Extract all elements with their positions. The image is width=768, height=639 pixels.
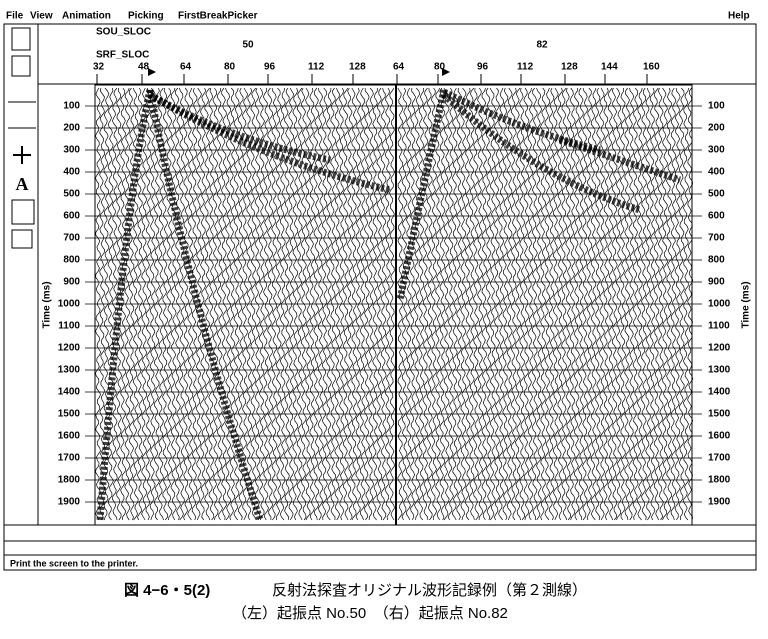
- receiver-label: 96: [477, 62, 489, 73]
- seismic-event: [146, 89, 264, 522]
- receiver-label: 32: [93, 62, 105, 73]
- tool-button[interactable]: [11, 55, 31, 77]
- source-value: 82: [536, 40, 548, 51]
- receiver-label: 128: [561, 62, 578, 73]
- receiver-label: 128: [349, 62, 366, 73]
- time-tick-label: 1800: [58, 475, 81, 486]
- receiver-label: 160: [643, 62, 660, 73]
- source-marker: [442, 68, 450, 76]
- axis-label: Time (ms): [42, 281, 53, 328]
- receiver-label: 64: [180, 62, 192, 73]
- source-value: 50: [242, 40, 254, 51]
- toolbar: A: [8, 27, 36, 249]
- receiver-label: 80: [224, 62, 236, 73]
- receiver-key: SRF_SLOC: [96, 50, 149, 61]
- window-frame: [3, 23, 757, 571]
- time-tick-label: 1100: [708, 321, 730, 332]
- time-tick-label: 1300: [708, 365, 731, 376]
- time-tick-label: 300: [708, 145, 725, 156]
- time-tick-label: 800: [708, 255, 725, 266]
- time-tick-label: 1200: [58, 343, 81, 354]
- time-tick-label: 900: [63, 277, 80, 288]
- receiver-label: 112: [517, 62, 534, 73]
- time-tick-label: 1700: [708, 453, 731, 464]
- time-tick-label: 700: [63, 233, 80, 244]
- time-tick-label: 1400: [58, 387, 81, 398]
- status-text: Print the screen to the printer.: [10, 558, 138, 568]
- time-tick-label: 900: [708, 277, 725, 288]
- time-tick-label: 100: [708, 101, 725, 112]
- menu-bar: File View Animation Picking FirstBreakPicker: [6, 11, 258, 22]
- time-tick-label: 1600: [58, 431, 81, 442]
- time-tick-label: 1600: [708, 431, 731, 442]
- caption-title: 反射法探査オリジナル波形記録例（第２測線）: [272, 581, 587, 599]
- time-tick-label: 700: [708, 233, 725, 244]
- tool-button[interactable]: [11, 27, 31, 51]
- receiver-label: 112: [308, 62, 325, 73]
- seismic-event: [558, 136, 682, 184]
- time-tick-label: 400: [63, 167, 80, 178]
- receiver-label: 96: [264, 62, 276, 73]
- time-tick-label: 1000: [58, 299, 81, 310]
- receiver-label: 80: [434, 62, 446, 73]
- time-tick-label: 400: [708, 167, 725, 178]
- receiver-label: 144: [601, 62, 618, 73]
- time-tick-label: 200: [63, 123, 80, 134]
- time-tick-label: 1000: [708, 299, 731, 310]
- menu-item[interactable]: View: [30, 11, 53, 22]
- time-tick-label: 500: [708, 189, 725, 200]
- time-tick-label: 1900: [58, 497, 81, 508]
- time-tick-label: 1900: [708, 497, 731, 508]
- receiver-label: 48: [138, 62, 150, 73]
- axis-label: Time (ms): [741, 281, 752, 328]
- menu-help[interactable]: Help: [728, 11, 750, 22]
- time-tick-label: 600: [708, 211, 725, 222]
- derivative-tool[interactable]: [11, 199, 35, 225]
- menu-item[interactable]: File: [6, 11, 24, 22]
- window-tool[interactable]: [11, 229, 33, 249]
- time-tick-label: 800: [63, 255, 80, 266]
- menu-item[interactable]: Animation: [62, 11, 111, 22]
- receiver-label: 64: [393, 62, 405, 73]
- time-tick-label: 1400: [708, 387, 731, 398]
- time-tick-label: 500: [63, 189, 80, 200]
- seismic-event: [441, 92, 642, 214]
- time-tick-label: 200: [708, 123, 725, 134]
- time-tick-label: 1700: [58, 453, 81, 464]
- source-marker: [148, 68, 156, 76]
- text-tool[interactable]: A: [16, 174, 29, 194]
- time-tick-label: 100: [63, 101, 80, 112]
- seismic-event: [148, 91, 391, 194]
- time-tick-label: 1800: [708, 475, 731, 486]
- time-tick-label: 1500: [708, 409, 731, 420]
- source-key: SOU_SLOC: [96, 27, 151, 38]
- time-tick-label: 1200: [708, 343, 731, 354]
- time-tick-label: 1500: [58, 409, 81, 420]
- time-tick-label: 1100: [58, 321, 80, 332]
- menu-item[interactable]: FirstBreakPicker: [178, 11, 258, 22]
- time-tick-label: 600: [63, 211, 80, 222]
- seismic-event: [96, 89, 154, 521]
- time-tick-label: 1300: [58, 365, 81, 376]
- menu-item[interactable]: Picking: [128, 11, 164, 22]
- seismic-event: [396, 89, 448, 301]
- caption-figure: 図 4−6・5(2): [124, 582, 210, 599]
- move-tool[interactable]: [13, 146, 31, 164]
- caption-subtitle: （左）起振点 No.50 （右）起振点 No.82: [232, 605, 508, 622]
- time-tick-label: 300: [63, 145, 80, 156]
